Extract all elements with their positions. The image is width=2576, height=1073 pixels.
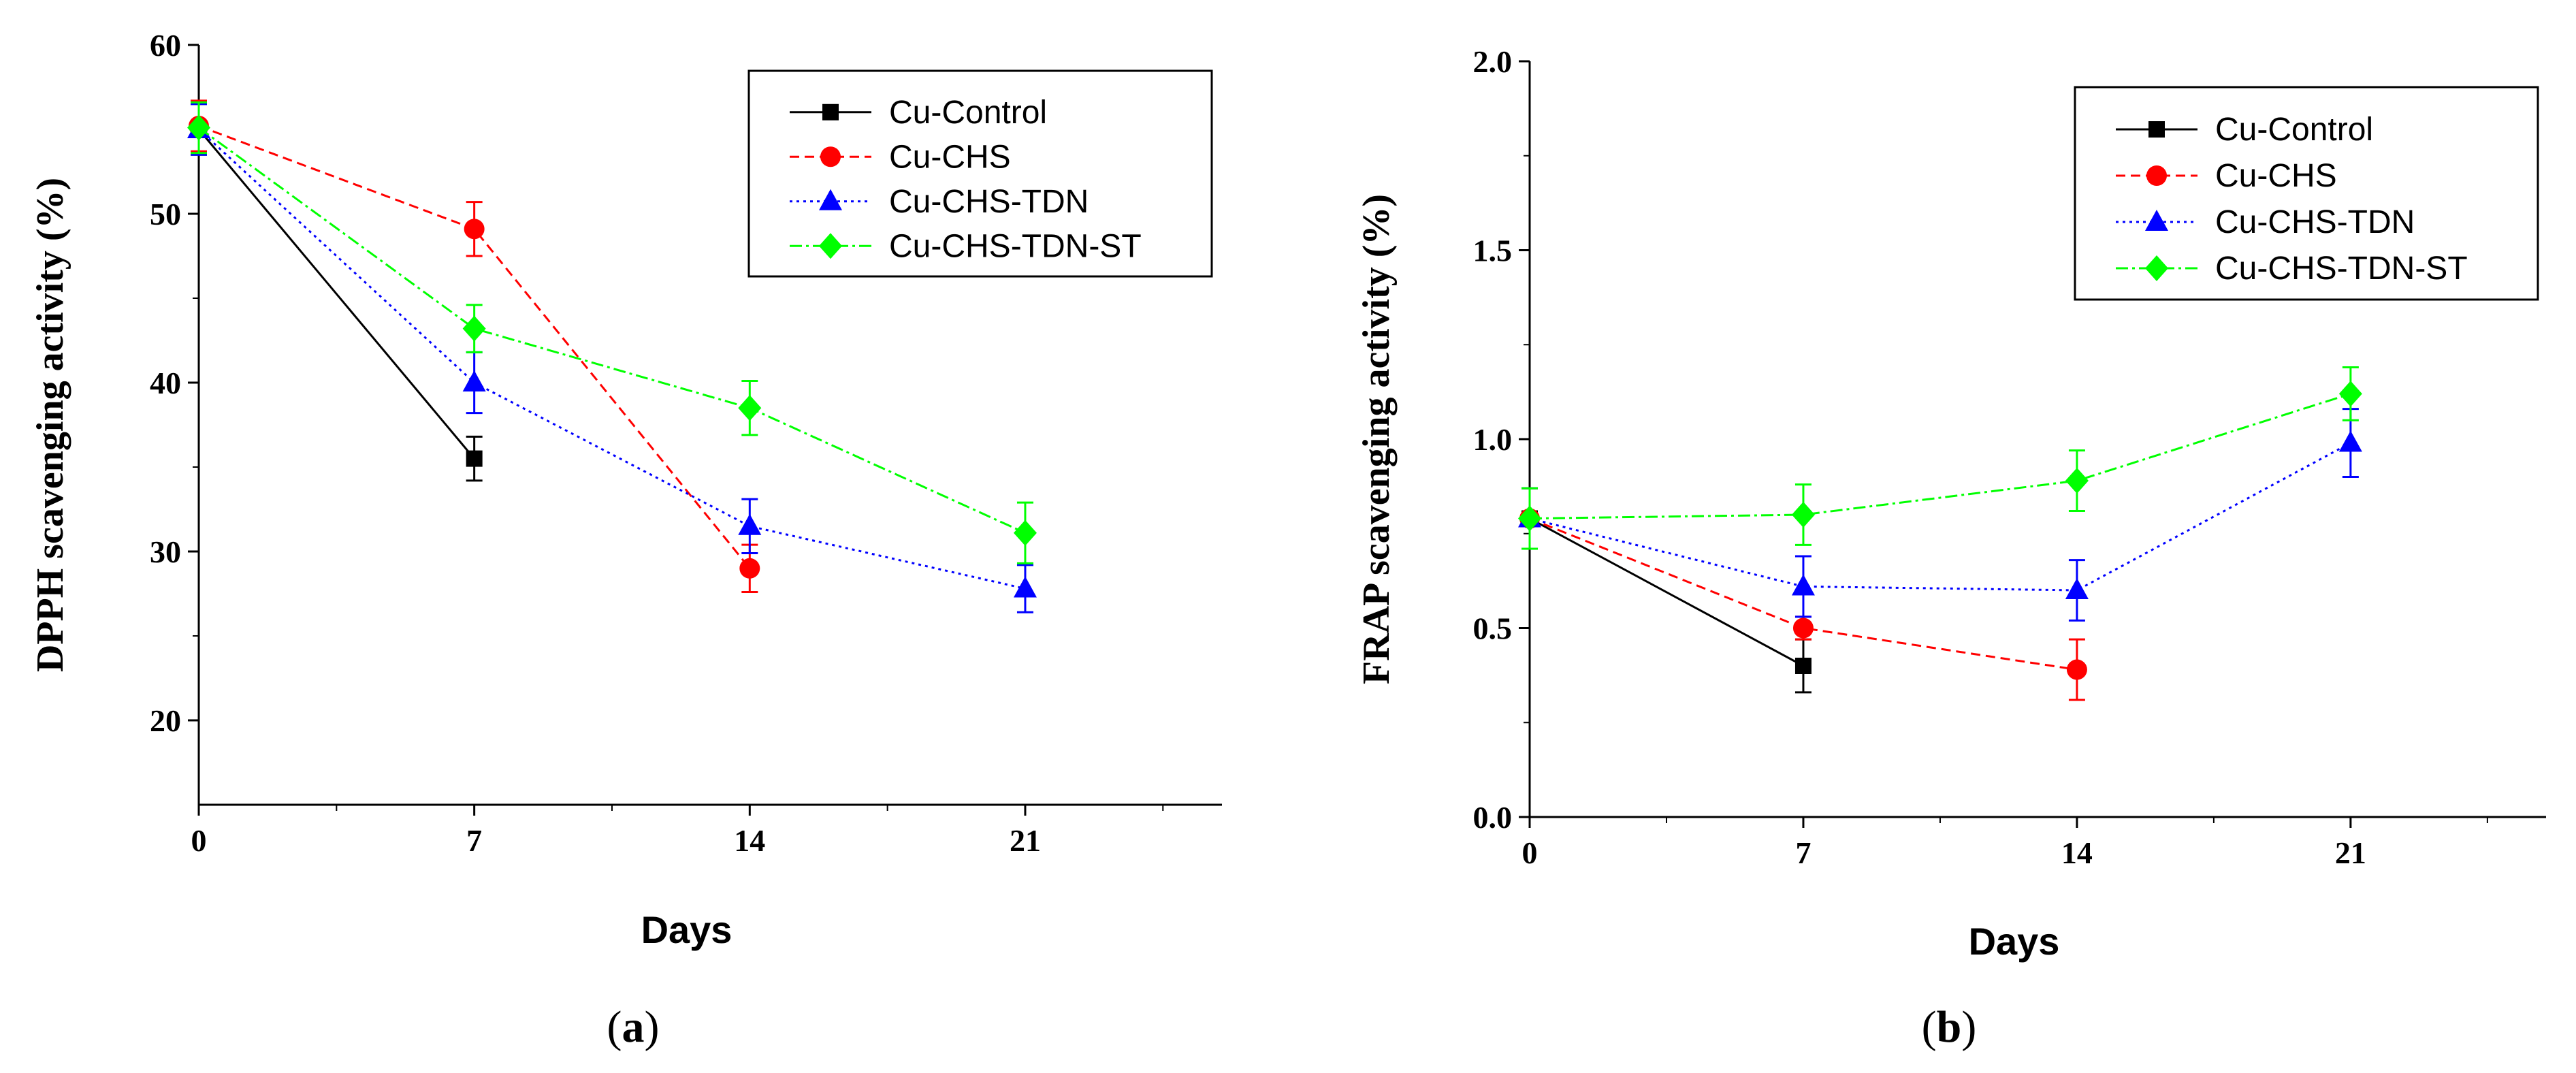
data-point [464, 219, 485, 240]
caption-letter: b [1937, 1002, 1962, 1052]
legend-label: Cu-CHS-TDN [2215, 204, 2415, 240]
x-tick-label: 7 [1795, 835, 1811, 870]
data-point [1791, 574, 1815, 596]
y-tick-label: 40 [150, 366, 181, 400]
y-tick-label: 60 [150, 28, 181, 63]
y-tick-label: 1.0 [1473, 422, 1513, 457]
data-point [466, 450, 483, 467]
legend-label: Cu-CHS [889, 139, 1011, 175]
legend-marker [822, 103, 839, 121]
legend: Cu-Control Cu-CHS Cu-CHS-TDN Cu-CHS-TDN-ST [747, 69, 1213, 278]
series-line [198, 127, 1026, 534]
data-point [2066, 659, 2087, 680]
chart-panel-b: 0 7 14 21 0.0 0.5 1.0 1.5 2.0 Days FRAP scavenging… [1355, 44, 2546, 1052]
caption-paren-close: ) [645, 1002, 660, 1052]
x-axis-label: Days [1969, 920, 2060, 963]
y-tick-label: 50 [150, 197, 181, 231]
y-tick-label: 1.5 [1473, 234, 1513, 268]
data-point [187, 114, 210, 141]
legend-label: Cu-Control [2215, 112, 2373, 148]
y-tick-label: 20 [150, 703, 181, 738]
data-point [2338, 381, 2362, 407]
data-point [462, 315, 486, 342]
legend-marker [2146, 165, 2167, 186]
series-line [1529, 392, 2351, 520]
series-line [1529, 517, 2078, 671]
data-point [738, 513, 762, 535]
series-line [197, 129, 475, 460]
legend-marker [820, 146, 841, 167]
legend: Cu-Control Cu-CHS Cu-CHS-TDN Cu-CHS-TDN-ST [2074, 86, 2539, 301]
caption-paren-close: ) [1961, 1002, 1976, 1052]
data-point [2338, 430, 2362, 452]
series-line [197, 128, 1026, 590]
series-cu-control [191, 103, 483, 482]
y-axis-label: DPPH scavenging activity (%) [29, 178, 71, 672]
data-point [2065, 468, 2089, 494]
data-point [462, 370, 486, 391]
x-tick-label: 21 [1010, 823, 1041, 858]
legend-marker [819, 233, 842, 259]
series-cu-chs-tdn-st [1518, 366, 2362, 550]
series-line [198, 125, 751, 569]
data-point [1794, 658, 1812, 674]
x-tick-label: 21 [2335, 835, 2366, 870]
caption-letter: a [622, 1002, 645, 1052]
x-tick-label: 0 [1522, 835, 1538, 870]
x-tick-label: 14 [734, 823, 765, 858]
legend-label: Cu-CHS-TDN [889, 184, 1089, 220]
x-tick-label: 7 [466, 823, 482, 858]
caption-paren-open: ( [1922, 1002, 1937, 1052]
chart-panel-a: 0 7 14 21 20 30 40 50 60 Days DPPH scavenging acti… [29, 28, 1222, 1052]
series-line [1529, 517, 1804, 667]
y-tick-label: 2.0 [1473, 44, 1513, 79]
legend-marker [2145, 210, 2168, 231]
x-tick-label: 0 [191, 823, 207, 858]
panel-caption: (b) [1922, 1002, 1977, 1052]
y-tick-label: 0.0 [1473, 800, 1513, 835]
data-point [1013, 519, 1037, 546]
legend-label: Cu-CHS-TDN-ST [2215, 251, 2468, 287]
data-point [2065, 578, 2089, 599]
legend-label: Cu-CHS-TDN-ST [889, 228, 1142, 264]
y-tick-label: 0.5 [1473, 611, 1513, 646]
panel-caption: (a) [607, 1002, 660, 1052]
data-point [1791, 502, 1815, 528]
series-cu-chs-tdn-st [187, 101, 1037, 564]
data-point [1792, 618, 1814, 639]
data-point [1013, 576, 1037, 598]
legend-marker [2145, 255, 2168, 281]
legend-label: Cu-Control [889, 95, 1047, 131]
data-point [738, 395, 762, 421]
y-axis-label: FRAP scavenging activity (%) [1355, 194, 1398, 684]
series-cu-chs-tdn [1518, 408, 2362, 622]
legend-marker [2148, 121, 2165, 138]
data-point [739, 558, 760, 579]
legend-marker [819, 189, 842, 210]
legend-label: Cu-CHS [2215, 158, 2337, 194]
data-point [1518, 505, 1541, 532]
y-tick-label: 30 [150, 534, 181, 569]
caption-paren-open: ( [607, 1002, 622, 1052]
x-axis-label: Days [641, 908, 732, 951]
x-tick-label: 14 [2061, 835, 2093, 870]
